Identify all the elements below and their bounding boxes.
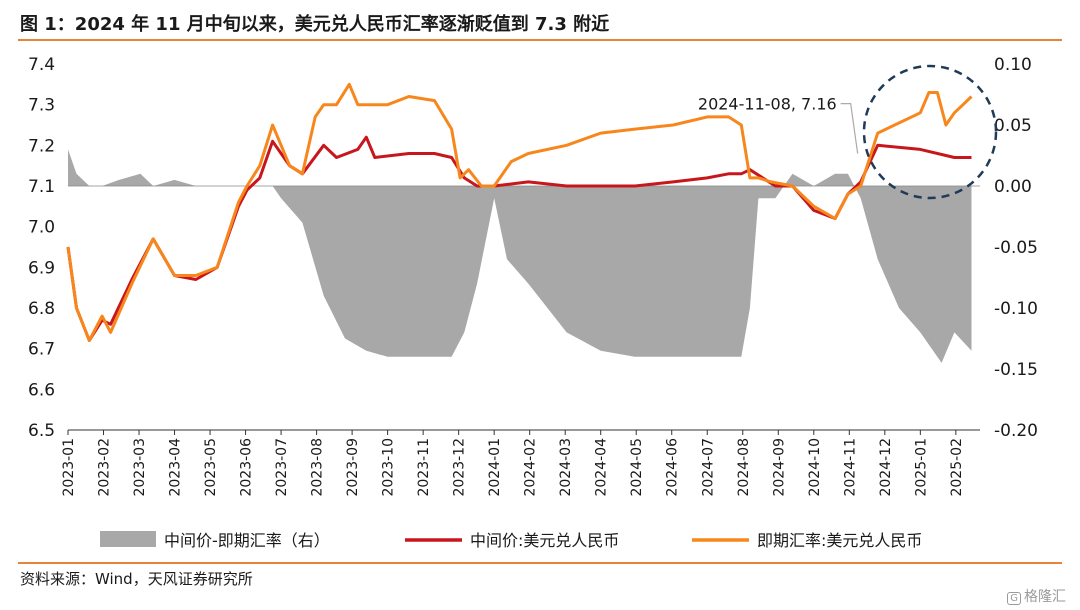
right-axis-tick: 0.00: [994, 177, 1032, 197]
x-axis-tick: 2023-01: [61, 438, 77, 497]
x-axis-tick: 2024-06: [665, 438, 681, 497]
x-axis-tick: 2024-02: [523, 438, 539, 497]
x-axis-tick: 2024-01: [487, 438, 503, 497]
bottom-rule: [18, 562, 1062, 564]
highlight-circle: [862, 64, 998, 200]
chart-title: 图 1：2024 年 11 月中旬以来，美元兑人民币汇率逐渐贬值到 7.3 附近: [20, 14, 610, 35]
spot-rate-line: [66, 82, 973, 342]
axis-layer: [67, 185, 980, 435]
x-axis-tick: 2024-11: [842, 438, 858, 497]
left-axis-tick: 7.4: [28, 55, 55, 75]
legend-swatch-spread: [100, 531, 156, 547]
spread-area: [68, 149, 972, 363]
x-axis-tick: 2023-06: [239, 438, 255, 497]
x-axis-tick: 2023-10: [381, 438, 397, 497]
x-axis-tick: 2023-04: [168, 438, 184, 497]
watermark-text: 格隆汇: [1024, 589, 1066, 605]
left-axis-tick: 6.9: [28, 258, 55, 278]
right-axis-tick: -0.15: [994, 360, 1038, 380]
x-axis-tick: 2023-11: [416, 438, 432, 497]
x-axis-tick: 2024-03: [558, 438, 574, 497]
right-axis-tick: 0.10: [994, 55, 1032, 75]
left-axis-tick: 7.3: [28, 96, 55, 116]
x-axis-tick: 2023-02: [97, 438, 113, 497]
x-axis-tick: 2023-12: [452, 438, 468, 497]
left-axis-tick: 7.1: [28, 177, 55, 197]
x-axis-tick: 2023-08: [310, 438, 326, 497]
x-axis-tick: 2024-09: [771, 438, 787, 497]
x-axis-tick: 2023-03: [132, 438, 148, 497]
x-axis-tick: 2023-07: [274, 438, 290, 497]
legend-label-central: 中间价:美元兑人民币: [470, 531, 619, 550]
line-layer: [66, 82, 973, 342]
x-axis-tick: 2024-08: [736, 438, 752, 497]
right-axis-tick: -0.05: [994, 238, 1038, 258]
x-axis-tick: 2023-09: [345, 438, 361, 497]
watermark-logo-icon: G: [1007, 592, 1021, 605]
x-axis-tick: 2025-01: [913, 438, 929, 497]
right-axis-tick: -0.10: [994, 299, 1038, 319]
source-note: 资料来源：Wind，天风证券研究所: [20, 570, 253, 588]
top-rule: [18, 39, 1062, 41]
left-axis-tick: 7.2: [28, 136, 55, 156]
legend: 中间价-即期汇率（右） 中间价:美元兑人民币 即期汇率:美元兑人民币: [100, 531, 922, 550]
watermark: G 格隆汇: [1007, 586, 1066, 606]
left-axis-tick: 6.8: [28, 299, 55, 319]
tick-label-layer: 7.4 7.3 7.2 7.1 7.0 6.9 6.8 6.7 6.6 6.5 0.10 0.05 0.…: [28, 55, 1038, 497]
right-axis-tick: 0.05: [994, 116, 1032, 136]
x-axis-tick: 2023-05: [203, 438, 219, 497]
x-axis-tick: 2024-12: [878, 438, 894, 497]
x-axis-tick: 2024-05: [629, 438, 645, 497]
spread-area-layer: [68, 149, 972, 363]
left-axis-tick: 7.0: [28, 218, 55, 238]
annotation-leader: [840, 102, 859, 154]
left-axis-tick: 6.7: [28, 340, 55, 360]
legend-label-spot: 即期汇率:美元兑人民币: [757, 531, 922, 550]
annotation-label: 2024-11-08, 7.16: [698, 95, 837, 114]
right-axis-tick: -0.20: [994, 421, 1038, 441]
x-axis-tick: 2024-04: [594, 438, 610, 497]
x-axis-tick: 2024-07: [700, 438, 716, 497]
left-axis-tick: 6.5: [28, 421, 55, 441]
x-axis-tick: 2025-02: [949, 438, 965, 497]
annotation-layer: 2024-11-08, 7.16: [698, 64, 998, 200]
legend-label-spread: 中间价-即期汇率（右）: [164, 531, 330, 550]
x-axis-tick: 2024-10: [807, 438, 823, 497]
left-axis-tick: 6.6: [28, 380, 55, 400]
